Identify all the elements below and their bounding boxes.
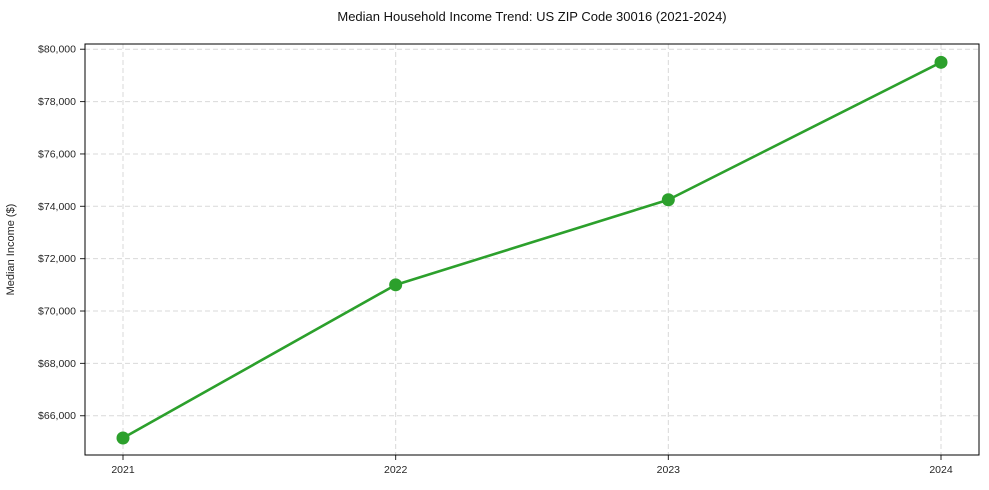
y-tick-label: $80,000 xyxy=(38,44,76,56)
data-point-marker xyxy=(934,55,948,69)
y-tick-label: $74,000 xyxy=(38,201,76,213)
plot-spines xyxy=(84,43,980,456)
y-tick-label: $70,000 xyxy=(38,306,76,318)
trend-line xyxy=(121,61,943,440)
x-tick-label: 2024 xyxy=(929,464,953,476)
data-point-marker xyxy=(389,278,403,292)
grid-layer xyxy=(85,44,979,455)
x-tick-label: 2022 xyxy=(384,464,408,476)
series-layer xyxy=(116,55,948,445)
y-tick-label: $68,000 xyxy=(38,358,76,370)
axes-layer xyxy=(80,43,980,460)
y-tick-label: $78,000 xyxy=(38,96,76,108)
y-tick-label: $72,000 xyxy=(38,253,76,265)
data-point-marker xyxy=(116,431,130,445)
x-tick-label: 2023 xyxy=(657,464,681,476)
label-layer: Median Household Income Trend: US ZIP Co… xyxy=(5,9,953,476)
y-tick-label: $66,000 xyxy=(38,410,76,422)
y-axis-label: Median Income ($) xyxy=(5,204,17,296)
chart-title: Median Household Income Trend: US ZIP Co… xyxy=(337,9,726,24)
data-point-marker xyxy=(661,193,675,207)
y-tick-label: $76,000 xyxy=(38,148,76,160)
x-tick-label: 2021 xyxy=(111,464,135,476)
